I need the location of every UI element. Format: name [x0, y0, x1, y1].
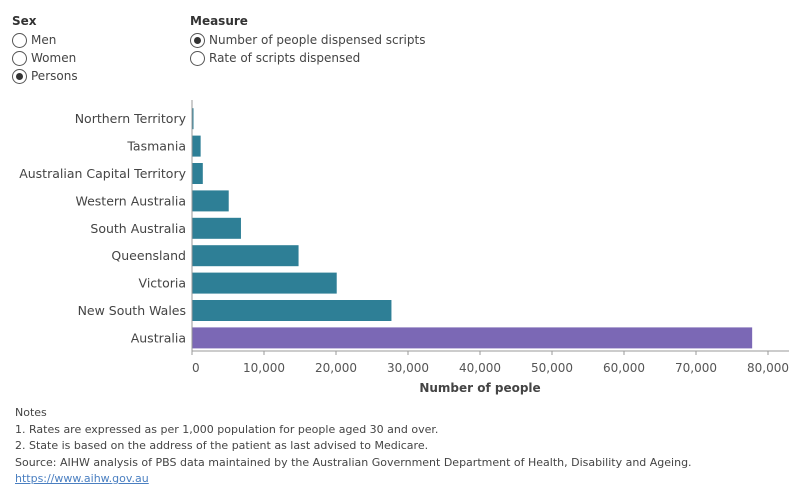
x-tick-label: 50,000: [531, 361, 573, 375]
sex-filter-title: Sex: [12, 14, 37, 28]
sex-options: Men Women Persons: [12, 31, 78, 85]
bar-australian-capital-territory[interactable]: [192, 163, 203, 184]
category-label: South Australia: [90, 221, 186, 236]
bar-new-south-wales[interactable]: [192, 300, 392, 321]
measure-option-rate-of-scripts-dispensed[interactable]: Rate of scripts dispensed: [190, 49, 425, 67]
measure-filter: Measure Number of people dispensed scrip…: [190, 14, 425, 67]
note-line-1: 1. Rates are expressed as per 1,000 popu…: [15, 422, 439, 436]
x-tick-label: 80,000: [747, 361, 789, 375]
note-line-2: 2. State is based on the address of the …: [15, 439, 429, 452]
bar-western-australia[interactable]: [192, 190, 229, 212]
sex-option-persons[interactable]: Persons: [12, 67, 78, 85]
radio-button-icon[interactable]: [12, 50, 27, 66]
x-tick-label: 10,000: [243, 361, 285, 375]
x-tick-label: 40,000: [459, 361, 501, 375]
x-tick-label: 20,000: [315, 361, 357, 375]
bar-chart: Northern Territory Tasmania Australian Cap…: [19, 100, 789, 395]
measure-option-label: Number of people dispensed scripts: [209, 33, 426, 47]
x-tick-label: 0: [192, 361, 200, 375]
sex-option-label: Men: [31, 33, 57, 47]
x-axis-label: Number of people: [419, 381, 540, 395]
bar-northern-territory[interactable]: [192, 108, 194, 130]
notes-heading: Notes: [15, 406, 47, 419]
category-label: Victoria: [139, 276, 186, 291]
x-tick-label: 60,000: [603, 361, 645, 375]
category-label: Tasmania: [126, 139, 186, 154]
sex-option-women[interactable]: Women: [12, 49, 78, 67]
radio-button-icon[interactable]: [190, 50, 205, 66]
radio-button-icon[interactable]: [12, 32, 27, 48]
measure-option-label: Rate of scripts dispensed: [209, 51, 361, 65]
radio-button-icon[interactable]: [12, 68, 27, 84]
notes: Notes 1. Rates are expressed as per 1,00…: [15, 405, 692, 488]
bar-tasmania[interactable]: [192, 135, 201, 157]
sex-option-label: Persons: [31, 69, 78, 83]
source-line: Source: AIHW analysis of PBS data mainta…: [15, 455, 692, 469]
sex-option-men[interactable]: Men: [12, 31, 78, 49]
category-label: Northern Territory: [75, 111, 187, 126]
measure-options: Number of people dispensed scripts Rate o…: [190, 31, 425, 67]
category-label: Australia: [131, 330, 186, 345]
category-label: Queensland: [111, 248, 186, 263]
x-tick-label: 30,000: [387, 361, 429, 375]
category-label: Western Australia: [75, 193, 186, 208]
measure-filter-title: Measure: [190, 14, 248, 28]
bar-australia[interactable]: [192, 327, 753, 349]
radio-button-icon[interactable]: [190, 32, 205, 48]
bar-queensland[interactable]: [192, 245, 299, 267]
category-label: Australian Capital Territory: [19, 166, 186, 181]
bar-south-australia[interactable]: [192, 217, 241, 239]
sex-filter: Sex Men Women Persons: [12, 14, 78, 85]
bar-victoria[interactable]: [192, 272, 337, 294]
sex-option-label: Women: [31, 51, 77, 65]
aihw-link[interactable]: https://www.aihw.gov.au: [15, 472, 149, 485]
measure-option-number-of-people-dispensed-scripts[interactable]: Number of people dispensed scripts: [190, 31, 425, 49]
x-tick-label: 70,000: [675, 361, 717, 375]
category-label: New South Wales: [78, 303, 186, 318]
